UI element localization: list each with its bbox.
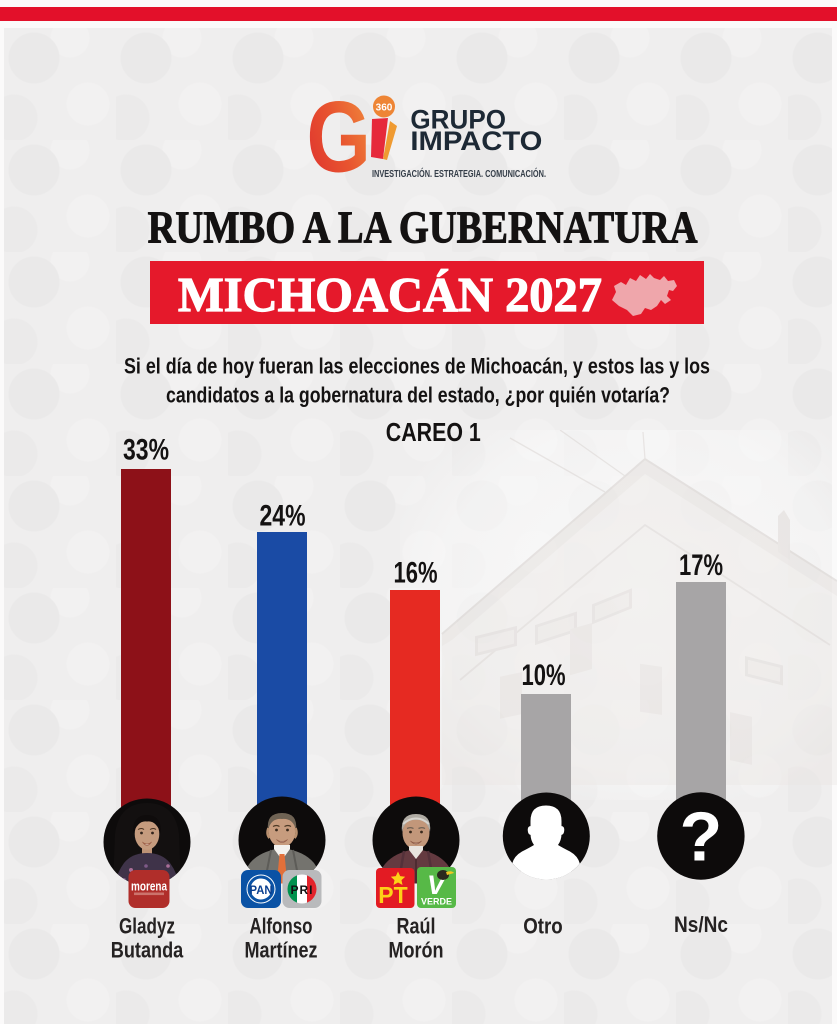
svg-text:Morón: Morón <box>389 938 444 963</box>
svg-text:CAREO 1: CAREO 1 <box>386 417 481 447</box>
svg-text:MICHOACÁN 2027: MICHOACÁN 2027 <box>178 268 602 322</box>
svg-text:PRI: PRI <box>290 883 313 897</box>
svg-text:Butanda: Butanda <box>111 938 184 963</box>
svg-text:Martínez: Martínez <box>245 938 318 963</box>
svg-text:16%: 16% <box>394 557 438 590</box>
svg-text:GRUPO: GRUPO <box>410 105 506 135</box>
svg-text:PT: PT <box>378 882 407 908</box>
svg-text:RUMBO A LA GUBERNATURA: RUMBO A LA GUBERNATURA <box>148 202 698 253</box>
svg-text:24%: 24% <box>260 500 306 533</box>
svg-text:Raúl: Raúl <box>397 914 436 939</box>
svg-text:candidatos a la gobernatura de: candidatos a la gobernatura del estado, … <box>166 383 670 408</box>
svg-text:PAN: PAN <box>250 883 273 897</box>
svg-text:Si el día de hoy fueran las el: Si el día de hoy fueran las elecciones d… <box>124 354 710 379</box>
svg-text:Gladyz: Gladyz <box>119 914 175 939</box>
svg-text:morena: morena <box>131 880 168 894</box>
svg-text:IMPACTO: IMPACTO <box>410 126 542 156</box>
svg-text:INVESTIGACIÓN. ESTRATEGIA. COM: INVESTIGACIÓN. ESTRATEGIA. COMUNICACIÓN. <box>372 167 546 180</box>
svg-text:360: 360 <box>376 102 393 113</box>
svg-text:G: G <box>307 85 371 193</box>
svg-text:33%: 33% <box>123 433 169 466</box>
svg-text:10%: 10% <box>522 659 566 692</box>
svg-text:Otro: Otro <box>523 914 563 939</box>
svg-text:VERDE: VERDE <box>421 897 452 908</box>
svg-text:Ns/Nc: Ns/Nc <box>674 912 728 937</box>
svg-text:?: ? <box>680 797 723 875</box>
svg-text:17%: 17% <box>679 549 723 582</box>
svg-text:Alfonso: Alfonso <box>250 914 313 939</box>
